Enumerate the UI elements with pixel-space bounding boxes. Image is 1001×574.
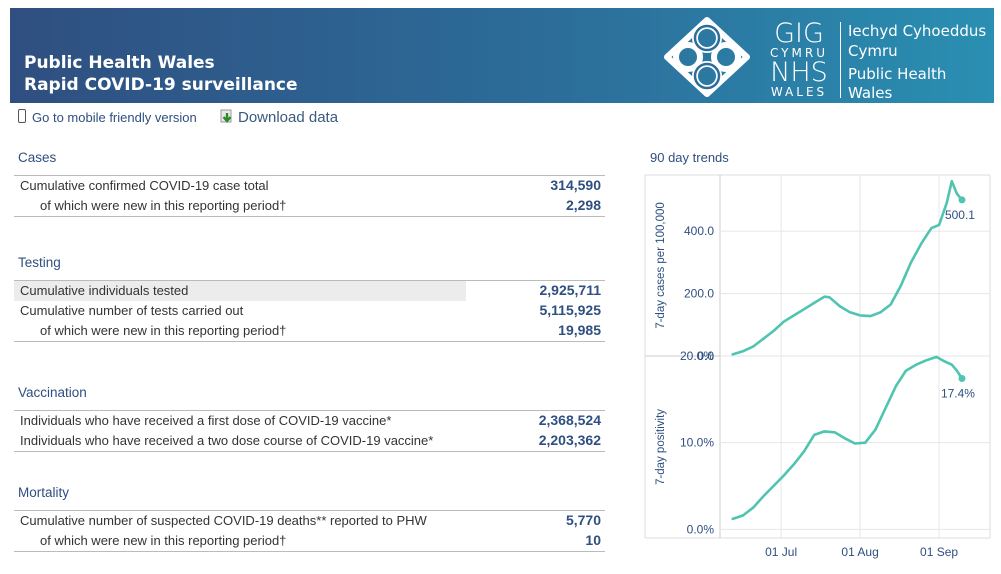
row-value: 10 [585,532,601,548]
end-value-label: 17.4% [941,387,975,401]
divider [14,410,605,411]
row-value: 19,985 [558,322,601,338]
table-row: Cumulative individuals tested 2,925,711 [14,281,605,301]
logo-cymru-text: CYMRU [770,46,828,60]
y-tick-label: 400.0 [684,224,714,238]
divider [14,280,605,281]
divider [14,175,605,176]
row-label: Individuals who have received a first do… [20,413,392,428]
section-title-mortality: Mortality [18,485,70,500]
page-subtitle: Rapid COVID-19 surveillance [24,75,298,95]
y-axis-label: 7-day positivity [655,409,667,485]
org-name-english-line1: Public Health [848,65,947,83]
row-label: Cumulative individuals tested [20,283,189,298]
row-value: 2,203,362 [538,432,601,448]
divider [14,551,605,552]
divider [14,216,605,217]
row-value: 5,115,925 [539,302,601,318]
row-value: 2,298 [565,197,601,213]
logo-wales-text: WALES [770,85,828,99]
row-label: Cumulative number of suspected COVID-19 … [20,513,427,528]
mobile-version-link[interactable]: Go to mobile friendly version [18,109,197,125]
row-value: 5,770 [565,512,601,528]
org-name-welsh-line2: Cymru [848,42,898,60]
table-row: Cumulative number of tests carried out 5… [14,301,605,321]
page-title: Public Health Wales [24,53,215,73]
row-value: 2,925,711 [539,282,601,298]
table-row: Cumulative number of suspected COVID-19 … [14,511,605,531]
welsh-knot-logo-icon [664,17,750,97]
row-value: 2,368,524 [538,412,601,428]
row-label: of which were new in this reporting peri… [40,533,287,548]
section-title-testing: Testing [18,255,61,270]
y-axis-label: 7-day cases per 100,000 [655,202,667,329]
table-row: of which were new in this reporting peri… [14,196,605,216]
divider [14,341,605,342]
mobile-version-label: Go to mobile friendly version [32,110,197,125]
table-row: of which were new in this reporting peri… [14,321,605,341]
table-row: Cumulative confirmed COVID-19 case total… [14,176,605,196]
logo-divider [840,22,841,98]
y-tick-label: 20.0% [680,349,714,363]
header-banner: Public Health Wales Rapid COVID-19 surve… [10,8,994,103]
download-icon [220,109,232,123]
x-tick-label: 01 Sep [920,545,958,559]
row-label: Cumulative number of tests carried out [20,303,244,318]
gig-cymru-nhs-wales-logo: GIG CYMRU NHS WALES [762,20,836,98]
download-data-link[interactable]: Download data [220,109,338,126]
divider [14,510,605,511]
series-line [731,355,964,521]
y-tick-label: 10.0% [680,436,714,450]
download-data-label: Download data [238,109,339,126]
y-tick-label: 0.0 [697,349,714,363]
section-title-cases: Cases [18,150,57,165]
row-highlight [14,281,466,301]
y-tick-label: 200.0 [684,287,714,301]
end-value-label: 500.1 [945,208,975,222]
section-title-vaccination: Vaccination [18,385,87,400]
trends-title: 90 day trends [650,150,729,165]
x-tick-label: 01 Jul [765,545,797,559]
row-label: Individuals who have received a two dose… [20,433,434,448]
phone-icon [18,109,26,123]
org-name-english-line2: Wales [848,84,893,102]
row-value: 314,590 [550,177,601,193]
logo-gig-text: GIG [774,18,824,49]
logo-nhs-text: NHS [770,57,828,88]
x-tick-label: 01 Aug [841,545,878,559]
last-data-point [958,196,966,204]
org-name-welsh-line1: Iechyd Cyhoeddus [848,22,987,40]
divider [14,451,605,452]
row-label: of which were new in this reporting peri… [40,198,287,213]
y-tick-label: 0.0% [687,522,715,536]
table-row: of which were new in this reporting peri… [14,531,605,551]
series-line [731,179,964,356]
row-label: of which were new in this reporting peri… [40,323,287,338]
last-data-point [958,375,966,383]
table-row: Individuals who have received a first do… [14,411,605,431]
table-row: Individuals who have received a two dose… [14,431,605,451]
row-label: Cumulative confirmed COVID-19 case total [20,178,269,193]
